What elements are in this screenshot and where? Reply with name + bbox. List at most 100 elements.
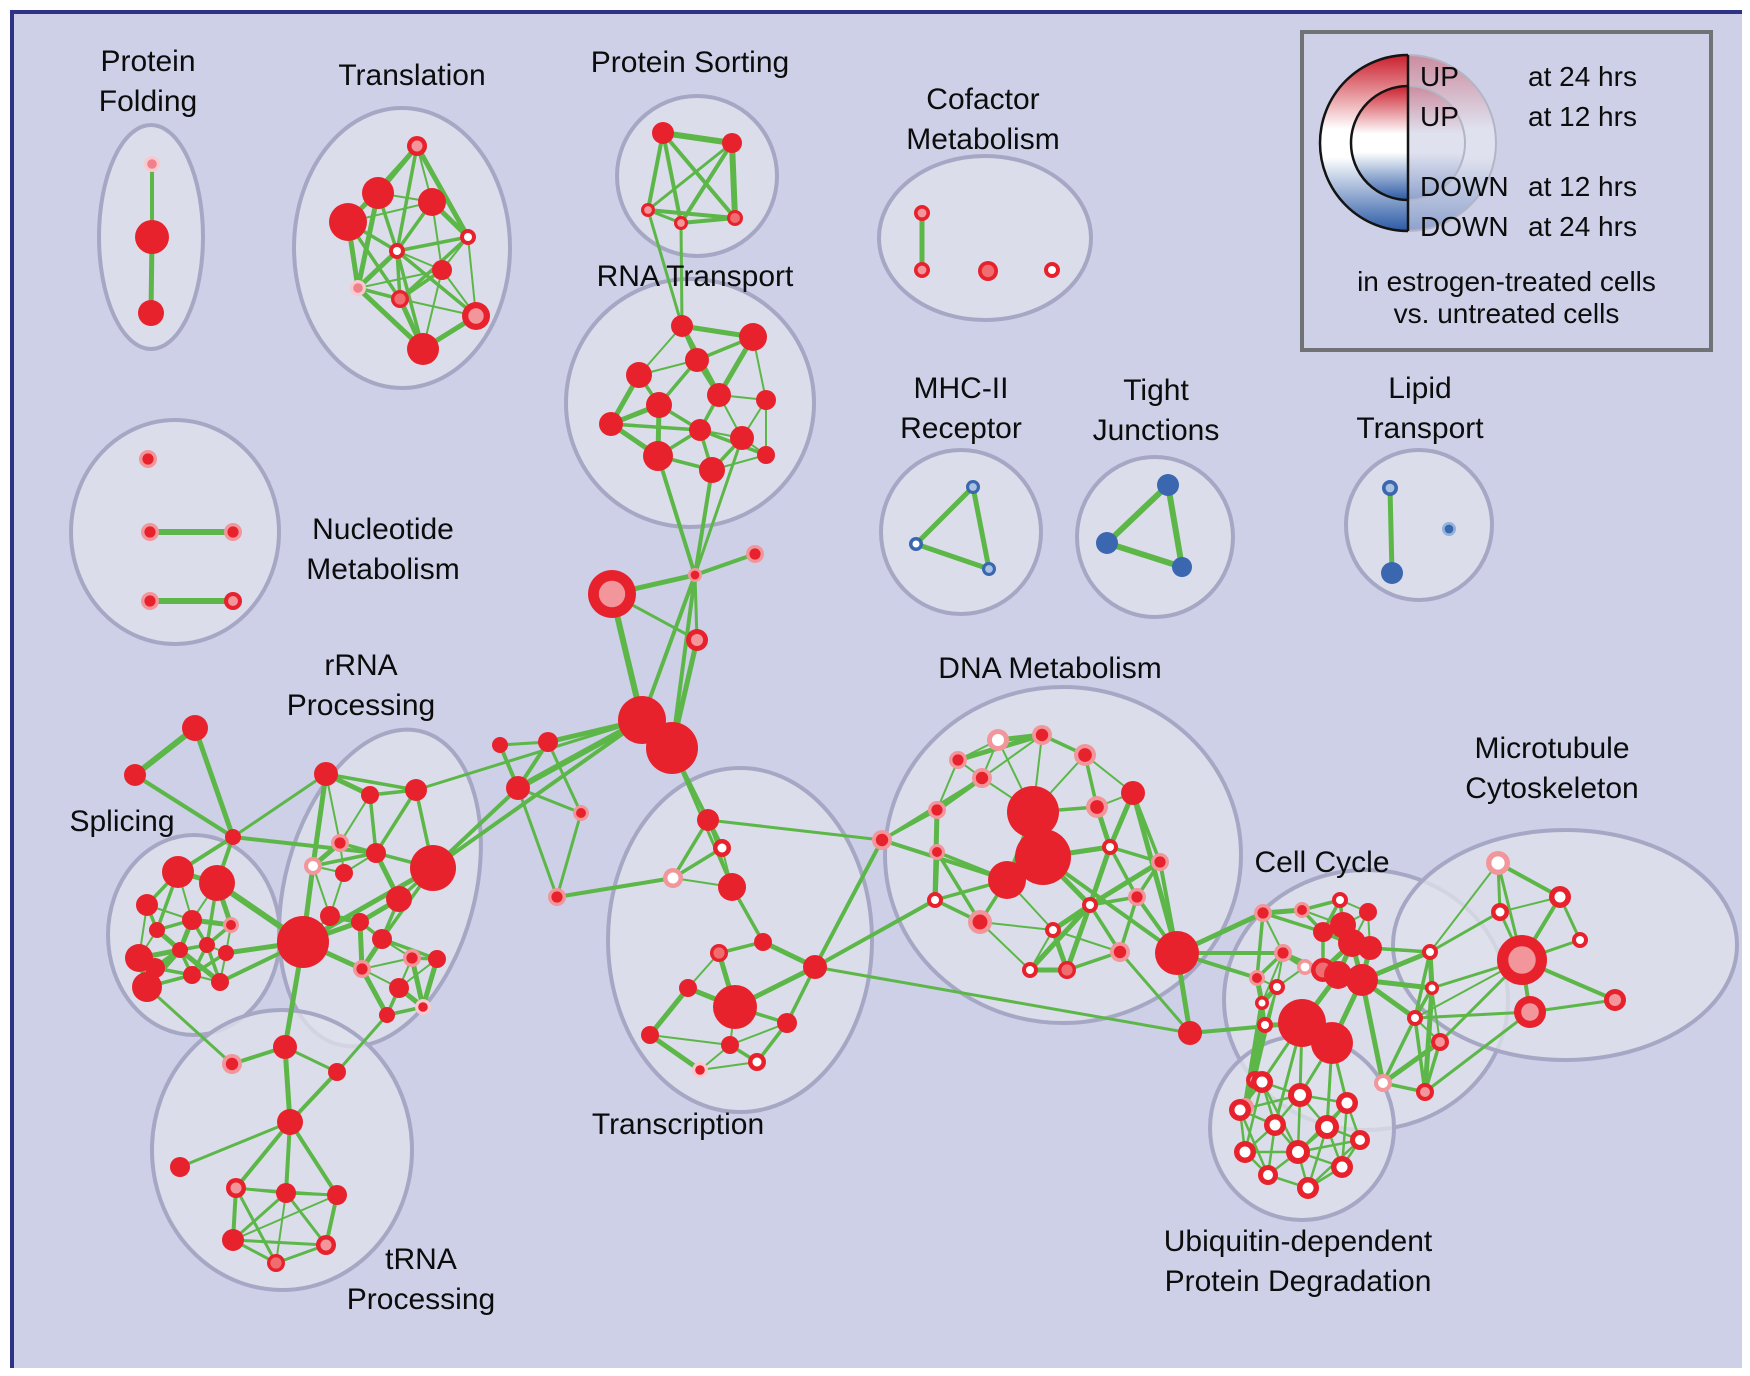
network-edge (649, 1034, 731, 1046)
network-node-core (1273, 983, 1281, 991)
network-node (506, 776, 530, 800)
network-edge (647, 985, 691, 1038)
network-node-core (147, 159, 157, 169)
network-node-core (464, 233, 472, 241)
network-edge (913, 541, 992, 572)
network-edge (1380, 1039, 1443, 1086)
network-node-core (598, 580, 626, 608)
network-node-core (1048, 266, 1056, 274)
network-node-core (1257, 907, 1269, 919)
network-edge (234, 1186, 278, 1265)
network-node (379, 1007, 395, 1023)
legend-dir-label: DOWN (1420, 171, 1509, 202)
network-edge (646, 141, 734, 212)
network-node-core (1300, 962, 1310, 972)
network-node-core (1252, 973, 1262, 983)
legend-dir-label: UP (1420, 61, 1459, 92)
network-edge (706, 818, 884, 842)
legend-circle-icon (1318, 53, 1497, 233)
network-node (211, 973, 229, 991)
network-node-core (1086, 901, 1094, 909)
cluster-label-translation: Translation (338, 59, 486, 92)
network-edge (1381, 1016, 1417, 1085)
network-node-core (1256, 1076, 1268, 1088)
network-node-core (1341, 1097, 1353, 1109)
network-node-core (991, 733, 1005, 747)
network-node-core (667, 872, 679, 884)
network-node (1121, 781, 1145, 805)
network-edge (679, 221, 684, 328)
network-node (1359, 903, 1377, 921)
network-edge (288, 1120, 339, 1197)
network-node (1172, 557, 1192, 577)
network-node (538, 732, 558, 752)
network-node (329, 203, 367, 241)
network-edge (679, 216, 737, 225)
network-node (362, 177, 394, 209)
network-edge (646, 208, 684, 328)
network-node-core (1078, 748, 1092, 762)
network-node (1381, 562, 1403, 584)
network-node (273, 1035, 297, 1059)
network-node (335, 864, 353, 882)
network-node-core (1426, 948, 1434, 956)
network-edge (431, 718, 644, 870)
network-node-core (1428, 984, 1436, 992)
network-node (407, 333, 439, 365)
network-node-core (576, 808, 586, 818)
legend-time-label: at 24 hrs (1528, 61, 1637, 92)
network-node (643, 441, 673, 471)
network-edge (813, 838, 884, 969)
network-edge (145, 985, 234, 1066)
network-node (626, 362, 652, 388)
cluster-label-splicing: Splicing (69, 805, 175, 838)
network-edge (1387, 485, 1395, 576)
network-node-core (644, 206, 652, 214)
network-node (757, 446, 775, 464)
network-node-core (931, 896, 939, 904)
network-edge (1423, 1010, 1532, 1094)
network-edge (310, 771, 329, 869)
network-node-core (1420, 1087, 1430, 1097)
network-node-core (695, 1065, 705, 1075)
network-edge (1052, 929, 1121, 953)
network-node-core (917, 208, 927, 218)
network-edge (1130, 790, 1180, 956)
network-node-core (270, 1257, 282, 1269)
network-node (671, 315, 693, 337)
network-edge (813, 965, 1192, 1035)
network-node-core (393, 247, 401, 255)
network-edge (284, 1191, 328, 1247)
network-node (721, 1036, 739, 1054)
network-node-core (1131, 891, 1143, 903)
legend-row-down-24: DOWN at 24 hrs (1304, 211, 1709, 247)
cluster-label-tight_junctions: Tight Junctions (1092, 374, 1220, 447)
network-node (418, 188, 446, 216)
network-edge (311, 851, 378, 868)
network-edge (1104, 540, 1185, 570)
network-node (372, 929, 392, 949)
network-edge (1428, 910, 1502, 954)
network-edge (981, 734, 1043, 779)
network-node (1178, 1021, 1202, 1045)
network-edge (646, 131, 665, 212)
network-node-core (713, 947, 725, 959)
network-node-core (1302, 1182, 1314, 1194)
network-node (754, 933, 772, 951)
legend-row-up-12: UP at 12 hrs (1304, 101, 1709, 137)
network-edge (661, 131, 737, 220)
network-edge (133, 773, 235, 839)
network-node-core (1491, 856, 1505, 870)
legend-time-label: at 12 hrs (1528, 101, 1637, 132)
cluster-ellipse-trna_processing (150, 1008, 414, 1292)
network-node (1157, 474, 1179, 496)
network-node-core (975, 771, 989, 785)
network-node-core (690, 633, 704, 647)
network-edge (1422, 985, 1435, 1095)
network-node (599, 412, 623, 436)
network-edge (729, 140, 738, 221)
network-nodes (124, 122, 1626, 1272)
network-node (351, 913, 369, 931)
network-edge (1108, 845, 1139, 899)
network-node (405, 779, 427, 801)
